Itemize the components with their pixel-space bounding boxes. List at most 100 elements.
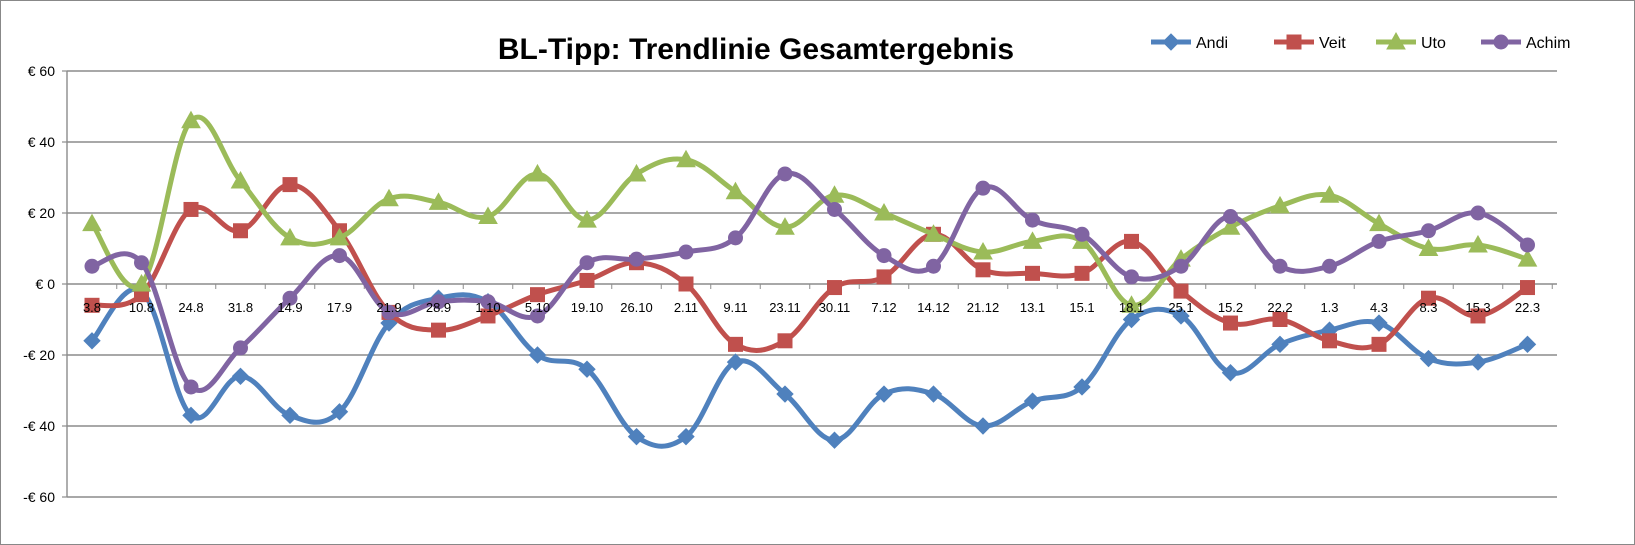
x-tick-label: 14.9: [277, 300, 302, 315]
x-tick-label: 22.2: [1267, 300, 1292, 315]
data-point-veit: [530, 287, 545, 303]
data-point-veit: [431, 322, 446, 338]
data-point-achim: [480, 294, 496, 310]
data-point-uto: [626, 163, 647, 182]
y-tick-label: € 0: [36, 276, 56, 292]
legend-item-achim: Achim: [1481, 34, 1570, 52]
data-point-andi: [182, 406, 200, 425]
data-point-achim: [1371, 233, 1387, 249]
data-point-achim: [777, 166, 793, 182]
data-point-veit: [827, 280, 842, 296]
data-point-uto: [478, 206, 498, 225]
data-point-uto: [131, 273, 152, 292]
x-tick-label: 10.8: [129, 300, 154, 315]
data-point-uto: [1022, 231, 1043, 249]
data-point-veit: [233, 223, 248, 239]
data-point-uto: [428, 192, 449, 210]
x-tick-label: 2.11: [674, 300, 698, 315]
data-point-achim: [183, 379, 199, 395]
data-point-andi: [1172, 307, 1190, 325]
data-point-uto: [874, 202, 894, 221]
legend: Andi Veit Uto Achim: [1151, 31, 1570, 52]
data-point-achim: [1173, 258, 1189, 274]
data-point-andi: [1419, 349, 1438, 368]
data-point-uto: [181, 110, 201, 129]
data-point-achim: [1470, 205, 1486, 221]
data-point-uto: [230, 171, 251, 189]
y-tick-label: € 20: [28, 205, 55, 221]
x-tick-label: 9.11: [723, 300, 747, 315]
data-point-achim: [282, 290, 298, 306]
x-tick-label: 19.10: [571, 300, 604, 315]
legend-item-veit: Veit: [1274, 34, 1346, 52]
data-point-andi: [231, 367, 250, 386]
data-point-veit: [282, 177, 298, 193]
data-point-veit: [183, 201, 199, 217]
y-tick-label: -€ 60: [23, 489, 55, 505]
data-point-veit: [777, 333, 793, 349]
data-point-veit: [1272, 312, 1288, 327]
data-point-uto: [379, 188, 399, 207]
legend-marker-uto: [1386, 31, 1406, 50]
data-point-achim: [381, 304, 397, 320]
legend-marker-andi: [1162, 33, 1180, 51]
y-tick-label: € 40: [28, 134, 55, 150]
data-point-veit: [1025, 265, 1040, 281]
data-point-andi: [776, 385, 794, 403]
data-point-achim: [876, 248, 892, 264]
data-point-andi: [825, 431, 844, 449]
data-point-veit: [1322, 333, 1337, 349]
data-point-achim: [233, 340, 248, 356]
data-point-achim: [1322, 258, 1337, 274]
data-point-uto: [923, 224, 944, 242]
data-point-uto: [1369, 213, 1389, 232]
x-tick-label: 7.12: [871, 300, 896, 315]
data-point-uto: [1418, 238, 1439, 256]
axes: [66, 71, 1557, 497]
data-point-veit: [84, 297, 100, 313]
x-tick-label: 1.10: [475, 300, 500, 315]
data-point-veit: [876, 269, 892, 285]
data-point-achim: [1223, 209, 1238, 225]
series-uto: [82, 110, 1538, 313]
data-point-andi: [875, 385, 893, 403]
x-tick-label: 1.3: [1320, 300, 1338, 315]
data-point-achim: [1124, 269, 1139, 285]
data-point-uto: [280, 227, 300, 246]
data-point-uto: [1121, 295, 1142, 313]
legend-marker-achim: [1493, 34, 1509, 50]
data-point-achim: [1074, 226, 1090, 242]
x-axis-tick-labels: 3.8 10.8 24.8 31.8 14.9 17.9 21.9 28.9 1.10 5.10 1…: [83, 300, 1540, 315]
data-point-achim: [431, 294, 446, 310]
data-point-achim: [678, 244, 694, 260]
series-andi: [83, 282, 1537, 449]
data-point-andi: [83, 332, 101, 350]
legend-label-uto: Uto: [1421, 35, 1446, 52]
data-point-achim: [530, 308, 545, 324]
data-point-andi: [1221, 364, 1240, 382]
data-point-andi: [924, 385, 943, 403]
data-point-andi: [1469, 353, 1487, 371]
data-point-andi: [330, 403, 349, 421]
legend-marker-veit: [1286, 34, 1302, 50]
data-point-uto: [1517, 249, 1538, 267]
data-point-veit: [1421, 290, 1436, 306]
data-point-achim: [84, 258, 100, 274]
x-tick-label: 3.8: [83, 300, 101, 315]
data-point-andi: [1271, 335, 1289, 354]
data-point-veit: [579, 272, 595, 288]
data-point-uto: [1270, 195, 1290, 214]
data-point-achim: [134, 255, 149, 271]
x-tick-label: 17.9: [327, 300, 352, 315]
data-point-andi: [1073, 378, 1091, 396]
data-point-uto: [775, 217, 795, 235]
data-point-andi: [281, 406, 299, 425]
y-tick-label: -€ 20: [23, 347, 55, 363]
data-point-andi: [677, 427, 695, 446]
data-point-veit: [1520, 280, 1535, 296]
data-point-uto: [1220, 217, 1241, 235]
x-tick-label: 28.9: [426, 300, 451, 315]
x-tick-label: 13.1: [1020, 300, 1045, 315]
